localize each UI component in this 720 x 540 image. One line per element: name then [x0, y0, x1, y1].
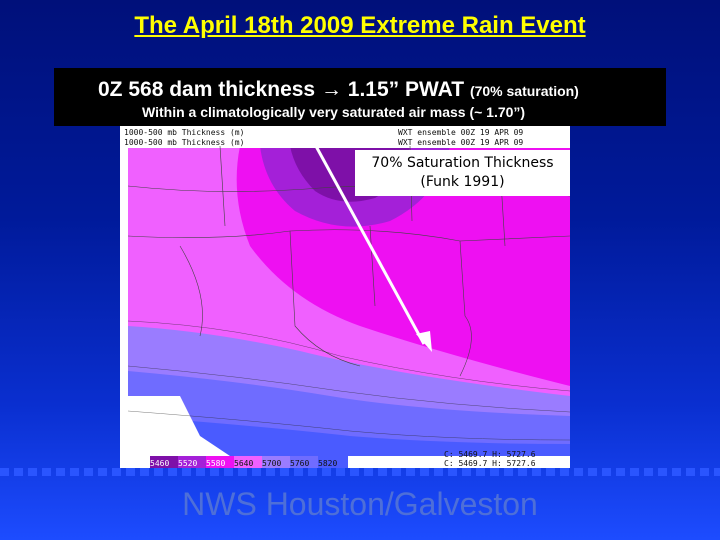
legend-value-label: 5760 — [290, 459, 310, 468]
dashed-divider — [0, 468, 720, 476]
callout-line-2: (Funk 1991) — [420, 174, 505, 190]
header-line-2: Within a climatologically very saturated… — [142, 104, 526, 120]
map-header-bar — [120, 126, 570, 148]
legend-value-label: 5700 — [262, 459, 282, 468]
footer-org: NWS Houston/Galveston — [182, 486, 538, 522]
header-line-1: 0Z 568 dam thickness → 1.15” PWAT (70% s… — [98, 78, 579, 102]
map-header-left-2: 1000-500 mb Thickness (m) — [124, 138, 245, 147]
map-bottom-right-2: C: 5469.7 H: 5727.6 — [444, 459, 536, 468]
legend-value-label: 5460 — [150, 459, 170, 468]
map-bottom-right-1: C: 5469.7 H: 5727.6 — [444, 450, 536, 459]
callout-box: 70% Saturation Thickness (Funk 1991) — [355, 150, 570, 196]
gulf-white — [128, 396, 230, 456]
legend-value-label: 5820 — [318, 459, 338, 468]
legend-bar — [120, 456, 570, 468]
header-line-1-main: 0Z 568 dam thickness → 1.15” PWAT — [98, 78, 465, 101]
legend-value-label: 5520 — [178, 459, 198, 468]
map-header-right-2: WXT ensemble 00Z 19 APR 09 — [398, 138, 524, 147]
header-box: 0Z 568 dam thickness → 1.15” PWAT (70% s… — [54, 68, 666, 126]
map-header-left-1: 1000-500 mb Thickness (m) — [124, 128, 245, 137]
legend-value-label: 5400 — [122, 459, 142, 468]
slide-title: The April 18th 2009 Extreme Rain Event — [134, 12, 586, 39]
map-header-right-1: WXT ensemble 00Z 19 APR 09 — [398, 128, 524, 137]
deep-blue-band — [128, 416, 570, 468]
callout-line-1: 70% Saturation Thickness — [371, 155, 554, 171]
legend-value-label: 5580 — [206, 459, 226, 468]
header-line-1-note: (70% saturation) — [469, 83, 579, 99]
pointer-arrow-line — [303, 126, 426, 345]
legend-value-label: 5640 — [234, 459, 254, 468]
contour-lines — [127, 320, 570, 441]
pointer-arrow-head — [416, 331, 432, 352]
